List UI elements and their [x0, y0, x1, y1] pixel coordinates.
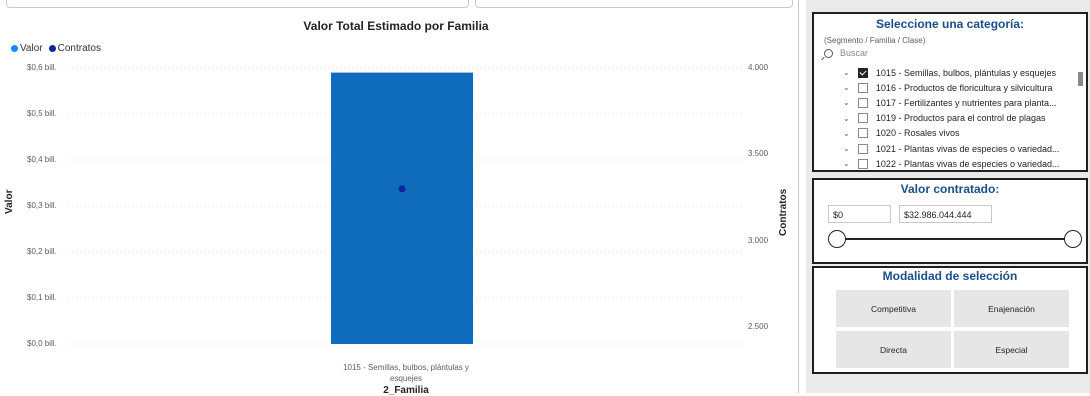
checkbox[interactable] — [857, 113, 868, 124]
value-slider-max-handle[interactable] — [1064, 230, 1082, 248]
chevron-down-icon[interactable]: ⌄ — [843, 159, 850, 169]
legend-dot-contratos-icon — [48, 45, 56, 52]
category-list: ⌄ 1015 - Semillas, bulbos, plántulas y e… — [814, 65, 1082, 169]
category-slicer: Seleccione una categoría: (Segmento / Fa… — [812, 12, 1088, 172]
chevron-down-icon[interactable]: ⌄ — [843, 83, 850, 93]
y-left-tick: $0,0 bill. — [27, 339, 57, 348]
y-left-tick: $0,4 bill. — [27, 155, 57, 164]
checkbox[interactable] — [857, 128, 868, 139]
chevron-down-icon[interactable]: ⌄ — [843, 144, 850, 154]
modality-option-directa[interactable]: Directa — [836, 331, 951, 368]
list-item-label: 1021 - Plantas vivas de especies o varie… — [875, 143, 1060, 154]
list-item-label: 1015 - Semillas, bulbos, plántulas y esq… — [875, 67, 1057, 78]
checkbox[interactable] — [857, 143, 868, 154]
checkbox[interactable] — [857, 97, 868, 108]
bar-valor[interactable] — [331, 72, 473, 344]
chart-panel: Valor Total Estimado por Familia Valor C… — [0, 8, 792, 396]
category-slicer-hint: (Segmento / Familia / Clase) — [824, 36, 926, 45]
x-category-line: 1015 - Semillas, bulbos, plántulas y — [343, 363, 469, 372]
list-item-label: 1016 - Productos de floricultura y silvi… — [875, 82, 1053, 93]
y-right-tick: 4.000 — [748, 63, 769, 72]
list-item-label: 1020 - Rosales vivos — [875, 128, 960, 139]
y-left-tick: $0,1 bill. — [27, 293, 57, 302]
y-left-tick: $0,6 bill. — [27, 63, 57, 72]
y-right-tick: 3.000 — [748, 236, 769, 245]
y-right-tick: 2.500 — [748, 322, 769, 331]
min-value-input[interactable]: $0 — [828, 205, 891, 223]
list-item[interactable]: ⌄ 1016 - Productos de floricultura y sil… — [814, 80, 1082, 95]
category-scrollbar[interactable] — [1078, 72, 1083, 86]
checkbox[interactable] — [857, 67, 868, 78]
list-item-label: 1019 - Productos para el control de plag… — [875, 113, 1046, 124]
category-slicer-title: Seleccione una categoría: — [875, 17, 1025, 31]
list-item[interactable]: ⌄ 1020 - Rosales vivos — [814, 126, 1082, 141]
modality-slicer: Modalidad de selección Competitiva Enaje… — [812, 266, 1088, 374]
chevron-down-icon[interactable]: ⌄ — [843, 98, 850, 108]
list-item[interactable]: ⌄ 1021 - Plantas vivas de especies o var… — [814, 141, 1082, 156]
checkbox[interactable] — [857, 158, 868, 169]
value-slider-track[interactable] — [838, 238, 1068, 240]
list-item[interactable]: ⌄ 1022 - Plantas vivas de especies o var… — [814, 156, 1082, 169]
category-search-placeholder[interactable]: Buscar — [840, 48, 869, 58]
modality-slicer-title: Modalidad de selección — [882, 269, 1018, 283]
search-icon — [824, 48, 833, 58]
point-contratos[interactable] — [398, 185, 406, 193]
value-slider-min-handle[interactable] — [828, 230, 846, 248]
legend-item-valor[interactable]: Valor — [11, 43, 43, 54]
chart-title: Valor Total Estimado por Familia — [303, 19, 489, 33]
chart-legend: Valor Contratos — [11, 43, 101, 54]
y-left-tick: $0,2 bill. — [27, 247, 57, 256]
modality-option-especial[interactable]: Especial — [954, 331, 1069, 368]
legend-label-contratos: Contratos — [57, 43, 101, 54]
modality-option-competitiva[interactable]: Competitiva — [836, 290, 951, 327]
top-card-left — [6, 0, 469, 8]
chevron-down-icon[interactable]: ⌄ — [843, 113, 850, 123]
y-axis-right-label: Contratos — [778, 188, 789, 236]
list-item[interactable]: ⌄ 1015 - Semillas, bulbos, plántulas y e… — [814, 65, 1082, 80]
category-search[interactable]: Buscar — [824, 48, 1086, 58]
list-item[interactable]: ⌄ 1017 - Fertilizantes y nutrientes para… — [814, 95, 1082, 110]
max-value-input[interactable]: $32.986.044.444 — [899, 205, 992, 223]
legend-item-contratos[interactable]: Contratos — [48, 43, 101, 54]
x-axis-label: 2_Familia — [383, 385, 429, 396]
list-item[interactable]: ⌄ 1019 - Productos para el control de pl… — [814, 111, 1082, 126]
modality-option-enajenacion[interactable]: Enajenación — [954, 290, 1069, 327]
x-category-line: esquejes — [389, 374, 423, 383]
y-right-tick: 3.500 — [748, 149, 769, 158]
checkbox[interactable] — [857, 82, 868, 93]
y-left-tick: $0,5 bill. — [27, 109, 57, 118]
list-item-label: 1017 - Fertilizantes y nutrientes para p… — [875, 97, 1057, 108]
list-item-label: 1022 - Plantas vivas de especies o varie… — [875, 158, 1060, 169]
panel-divider — [798, 0, 807, 393]
value-slicer-title: Valor contratado: — [900, 182, 1000, 196]
legend-label-valor: Valor — [20, 43, 43, 54]
y-axis-left-label: Valor — [4, 189, 15, 214]
chevron-down-icon[interactable]: ⌄ — [843, 128, 850, 138]
y-left-tick: $0,3 bill. — [27, 201, 57, 210]
top-card-right — [475, 0, 793, 8]
legend-dot-valor-icon — [11, 45, 18, 52]
value-slicer: Valor contratado: $0 $32.986.044.444 — [812, 178, 1088, 264]
chevron-down-icon[interactable]: ⌄ — [843, 68, 850, 78]
x-category-label: 1015 - Semillas, bulbos, plántulas y esq… — [326, 362, 486, 384]
chart-plot — [68, 67, 742, 345]
filters-panel: Seleccione una categoría: (Segmento / Fa… — [806, 0, 1090, 393]
